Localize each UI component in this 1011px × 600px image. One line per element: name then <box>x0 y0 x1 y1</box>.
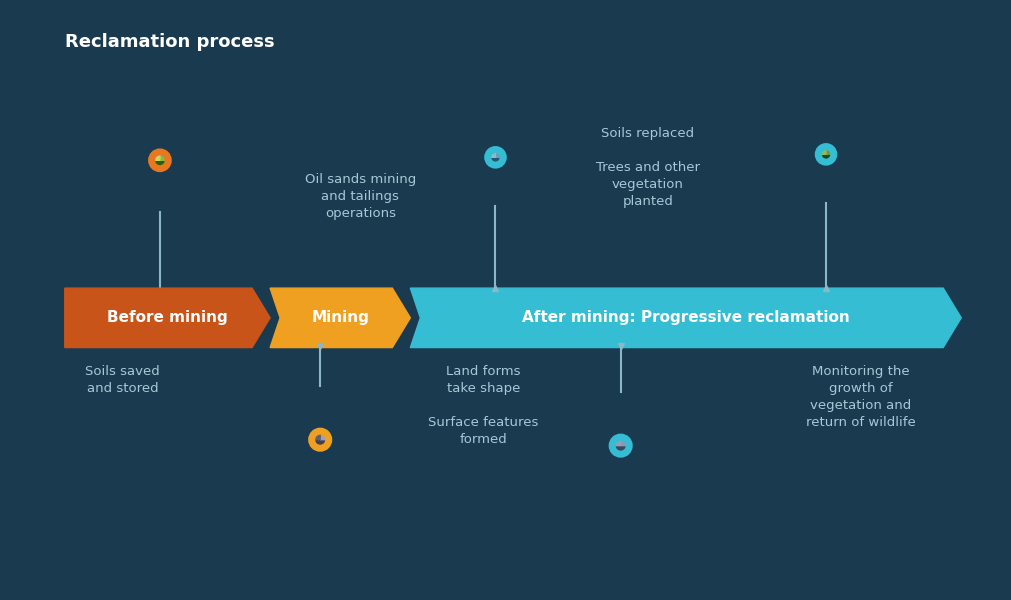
Wedge shape <box>818 146 826 154</box>
Polygon shape <box>65 288 270 347</box>
Text: Monitoring the
growth of
vegetation and
return of wildlife: Monitoring the growth of vegetation and … <box>806 365 916 430</box>
Wedge shape <box>612 437 621 446</box>
Wedge shape <box>826 146 834 154</box>
Text: Land forms
take shape

Surface features
formed: Land forms take shape Surface features f… <box>429 365 539 446</box>
Circle shape <box>311 431 329 448</box>
Text: Soils saved
and stored: Soils saved and stored <box>86 365 161 395</box>
Wedge shape <box>152 152 160 160</box>
Text: Soils replaced

Trees and other
vegetation
planted: Soils replaced Trees and other vegetatio… <box>595 127 700 208</box>
Wedge shape <box>320 431 329 440</box>
Circle shape <box>818 146 834 162</box>
Text: Mining: Mining <box>311 310 369 325</box>
Polygon shape <box>270 288 410 347</box>
Text: Reclamation process: Reclamation process <box>65 32 274 50</box>
Wedge shape <box>487 149 495 157</box>
Wedge shape <box>621 437 629 446</box>
Wedge shape <box>311 431 320 440</box>
Text: Oil sands mining
and tailings
operations: Oil sands mining and tailings operations <box>304 173 416 220</box>
Wedge shape <box>495 149 503 157</box>
Circle shape <box>487 149 503 165</box>
Wedge shape <box>160 152 168 160</box>
Text: After mining: Progressive reclamation: After mining: Progressive reclamation <box>522 310 849 325</box>
Circle shape <box>612 437 629 454</box>
Circle shape <box>152 152 168 169</box>
Text: Before mining: Before mining <box>107 310 227 325</box>
Polygon shape <box>410 288 961 347</box>
